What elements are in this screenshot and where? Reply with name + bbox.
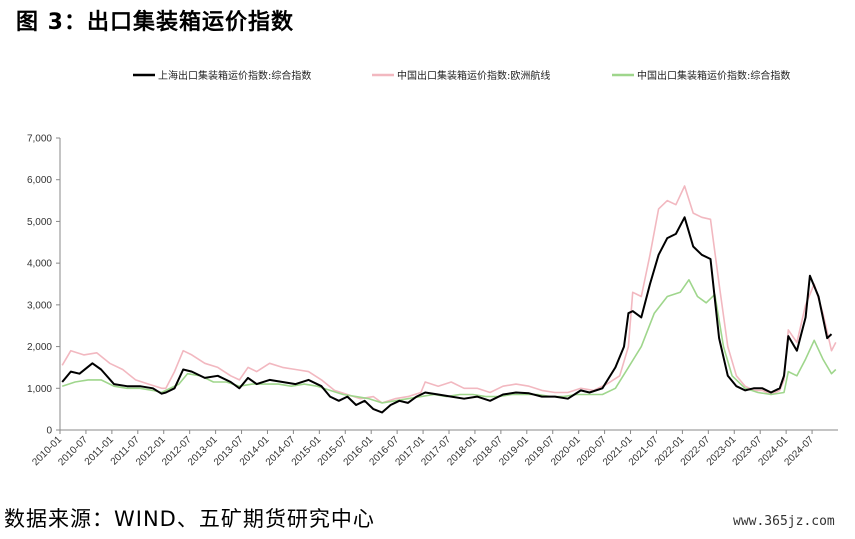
y-tick-label: 3,000: [27, 300, 52, 311]
chart-lines: [61, 185, 837, 414]
y-tick-label: 2,000: [27, 342, 52, 353]
legend-label-2: 中国出口集装箱运价指数:综合指数: [637, 69, 790, 82]
watermark: www.365jz.com: [733, 514, 835, 529]
source-note: 数据来源：WIND、五矿期货研究中心: [4, 507, 375, 531]
chart-svg: 上海出口集装箱运价指数:综合指数 中国出口集装箱运价指数:欧洲航线 中国出口集装箱运…: [27, 69, 838, 468]
y-tick-label: 7,000: [27, 134, 52, 145]
figure-title: 图 3：出口集装箱运价指数: [16, 10, 294, 35]
series-line-2: [61, 279, 837, 404]
y-tick-label: 6,000: [27, 175, 52, 186]
legend: 上海出口集装箱运价指数:综合指数 中国出口集装箱运价指数:欧洲航线 中国出口集装箱运…: [133, 69, 790, 82]
legend-label-1: 中国出口集装箱运价指数:欧洲航线: [397, 69, 550, 82]
y-tick-label: 5,000: [27, 217, 52, 228]
series-line-1: [61, 185, 837, 404]
y-tick-label: 0: [46, 426, 52, 437]
x-tick-label: 2024-07: [782, 434, 816, 468]
series-line-0: [61, 216, 833, 414]
y-tick-label: 4,000: [27, 259, 52, 270]
y-tick-label: 1,000: [27, 384, 52, 395]
legend-label-0: 上海出口集装箱运价指数:综合指数: [158, 69, 311, 82]
